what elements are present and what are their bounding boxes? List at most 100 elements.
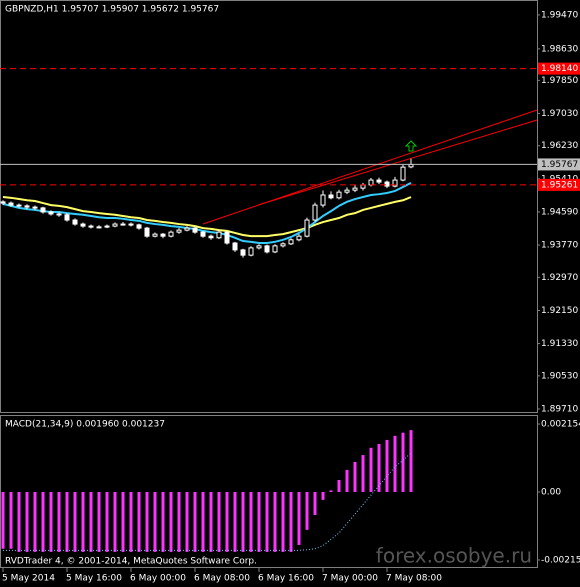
macd-bar — [49, 491, 53, 552]
candle-body — [184, 227, 190, 231]
y-tick-label: 1.97030 — [541, 109, 578, 119]
candle-body — [120, 223, 126, 226]
macd-bar — [329, 490, 333, 492]
candle-body — [384, 181, 390, 187]
price-label-box — [538, 178, 580, 191]
x-tick-label: 6 May 08:00 — [194, 574, 250, 584]
up-arrow — [404, 140, 418, 152]
macd-bar — [73, 491, 77, 552]
candle-body — [168, 231, 174, 237]
candle-body — [96, 226, 102, 229]
macd-bar — [273, 491, 277, 552]
x-tick-label: 5 May 2014 — [2, 574, 55, 584]
candle-body — [360, 184, 366, 189]
price-label: 1.95261 — [541, 180, 578, 190]
macd-bar — [121, 491, 125, 552]
candle-body — [400, 166, 406, 181]
macd-bar — [337, 479, 341, 492]
candle-body — [64, 214, 70, 221]
candle-body — [312, 204, 318, 221]
price-label-box — [538, 158, 580, 171]
moving-average — [2, 196, 412, 238]
footer: RVDTrader 4, © 2001-2014, MetaQuotes Sof… — [5, 557, 257, 567]
candle-body — [128, 223, 134, 226]
macd-bar — [305, 491, 309, 530]
candle-body — [112, 223, 118, 227]
candle-body — [376, 179, 382, 183]
macd-bar — [169, 491, 173, 552]
candle-body — [152, 233, 158, 237]
trend-line — [202, 109, 538, 225]
macd-bar — [321, 491, 325, 500]
macd-bar — [297, 491, 301, 545]
candle-body — [296, 235, 302, 241]
y-tick-label: 0.002154 — [541, 420, 580, 430]
candle-body — [368, 179, 374, 186]
macd-bar — [353, 462, 357, 492]
y-tick-label: 1.92970 — [541, 273, 578, 283]
macd-bar — [401, 432, 405, 492]
y-tick-label: -0.002155 — [541, 555, 580, 565]
x-tick-label: 6 May 00:00 — [130, 574, 186, 584]
candle-body — [72, 219, 78, 225]
candle-body — [288, 239, 294, 245]
candle-body — [328, 194, 334, 199]
candle-body — [176, 229, 182, 233]
macd-bar — [33, 491, 37, 552]
candle-body — [80, 223, 86, 227]
candle-body — [208, 235, 214, 239]
signal-line — [3, 452, 412, 551]
candle-body — [264, 245, 270, 253]
candle-body — [24, 205, 30, 208]
macd-bar — [65, 491, 69, 552]
candle-body — [256, 245, 262, 249]
candle-body — [16, 204, 22, 207]
macd-bar — [97, 491, 101, 552]
candle-body — [200, 231, 206, 237]
candle-body — [240, 249, 246, 256]
macd-bar — [105, 491, 109, 552]
macd-bar — [385, 439, 389, 492]
moving-average — [2, 181, 412, 245]
macd-bar — [225, 491, 229, 552]
macd-bar — [153, 491, 157, 552]
y-tick-label: 1.91330 — [541, 339, 578, 349]
macd-bar — [57, 491, 61, 552]
macd-bar — [185, 491, 189, 552]
candle-body — [216, 231, 222, 239]
macd-bar — [249, 491, 253, 552]
macd-bar — [241, 491, 245, 552]
macd-bar — [409, 430, 413, 492]
y-tick-label: 1.92150 — [541, 306, 578, 316]
chart-title: GBPNZD,H1 1.95707 1.95907 1.95672 1.9576… — [5, 5, 219, 15]
trend-line — [257, 119, 538, 206]
candle-body — [320, 194, 326, 206]
y-tick-label: 1.90530 — [541, 371, 578, 381]
y-tick-label: 1.97850 — [541, 76, 578, 86]
candle-body — [0, 201, 6, 204]
macd-bar — [81, 491, 85, 552]
macd-bar — [41, 491, 45, 552]
macd-bar — [9, 491, 13, 549]
macd-bar — [369, 447, 373, 492]
macd-bar — [25, 491, 29, 552]
macd-bar — [161, 491, 165, 552]
macd-bar — [113, 491, 117, 552]
price-label: 1.95767 — [541, 160, 578, 170]
watermark: forex.osobye.ru — [376, 544, 532, 568]
candle-body — [40, 207, 46, 213]
candle-body — [280, 243, 286, 247]
price-label-box — [538, 62, 580, 75]
plot-area: 1.994701.986301.978501.970301.962301.954… — [0, 10, 580, 584]
macd-bar — [281, 491, 285, 552]
y-tick-label: 1.89710 — [541, 404, 578, 414]
candle-body — [8, 202, 14, 206]
y-tick-label: 1.98630 — [541, 44, 578, 54]
macd-bar — [393, 435, 397, 492]
candle-body — [192, 227, 198, 233]
y-tick-label: 1.93770 — [541, 241, 578, 251]
candle-body — [104, 225, 110, 228]
candle-body — [144, 227, 150, 237]
